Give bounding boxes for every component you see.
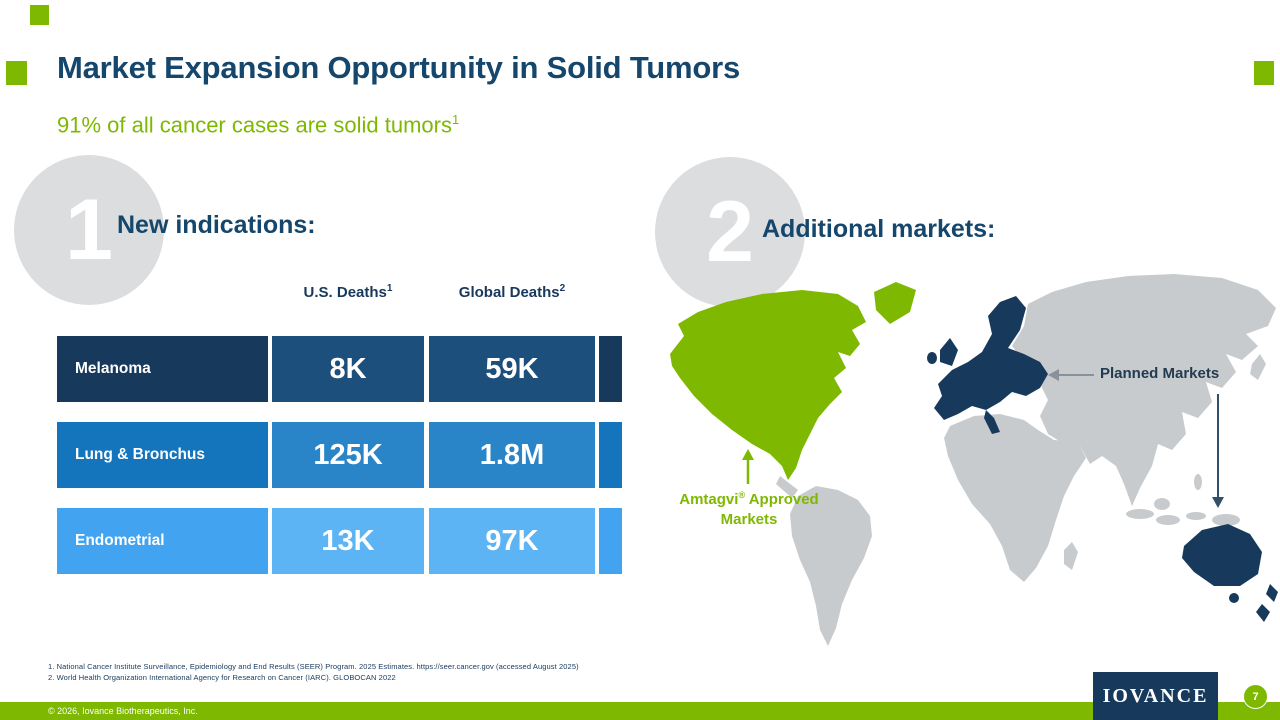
footer-bar bbox=[0, 702, 1280, 720]
planned-markets-arrow-down bbox=[1212, 394, 1224, 508]
column-header-global-deaths-sup: 2 bbox=[559, 283, 566, 294]
column-header-global-deaths: Global Deaths2 bbox=[429, 283, 595, 301]
indonesia-island-3 bbox=[1186, 512, 1206, 520]
table-row-endometrial: Endometrial 13K 97K bbox=[57, 508, 622, 574]
footnote-2: 2. World Health Organization Internation… bbox=[48, 673, 396, 682]
south-america-shape bbox=[790, 486, 872, 646]
page-number-badge: 7 bbox=[1243, 684, 1268, 709]
page-title: Market Expansion Opportunity in Solid Tu… bbox=[57, 50, 741, 85]
subtitle-text: 91% of all cancer cases are solid tumors bbox=[57, 112, 452, 138]
column-header-global-deaths-text: Global Deaths bbox=[458, 284, 560, 301]
section-1-number-badge: 1 bbox=[14, 155, 164, 305]
asia-shape bbox=[1012, 274, 1276, 506]
title-accent-square-left bbox=[6, 61, 27, 85]
section-2-number: 2 bbox=[706, 184, 754, 280]
page-number: 7 bbox=[1252, 690, 1259, 703]
title-accent-square-right bbox=[1254, 61, 1274, 85]
section-2-heading: Additional markets: bbox=[762, 215, 996, 243]
slide-subtitle: 91% of all cancer cases are solid tumors… bbox=[57, 112, 459, 138]
italy-shape bbox=[984, 410, 1000, 434]
row-endcap bbox=[599, 422, 622, 488]
row-label: Melanoma bbox=[57, 336, 268, 402]
approved-rest: Approved Markets bbox=[720, 491, 819, 528]
central-america-shape bbox=[776, 476, 798, 498]
australia-shape bbox=[1182, 524, 1262, 586]
europe-shape bbox=[934, 296, 1048, 420]
africa-shape bbox=[944, 414, 1086, 582]
approved-brand: Amtagvi bbox=[679, 491, 739, 508]
global-deaths-value: 59K bbox=[429, 336, 595, 402]
copyright-text: © 2026, Iovance Biotherapeutics, Inc. bbox=[48, 706, 198, 716]
uk-shape bbox=[940, 338, 958, 366]
borneo-shape bbox=[1154, 498, 1170, 510]
row-endcap bbox=[599, 336, 622, 402]
madagascar-shape bbox=[1064, 542, 1078, 570]
new-zealand-south-shape bbox=[1256, 604, 1270, 622]
subtitle-superscript: 1 bbox=[451, 112, 460, 127]
section-2-number-badge: 2 bbox=[655, 157, 805, 307]
corner-accent-square bbox=[30, 5, 49, 25]
planned-markets-label: Planned Markets bbox=[1100, 365, 1220, 382]
indonesia-island-1 bbox=[1126, 509, 1154, 519]
column-header-us-deaths-sup: 1 bbox=[386, 283, 393, 294]
company-logo-box: IOVANCE bbox=[1093, 672, 1218, 720]
footnote-1: 1. National Cancer Institute Surveillanc… bbox=[48, 662, 579, 671]
north-america-shape bbox=[670, 290, 866, 480]
greenland-shape bbox=[874, 282, 916, 324]
table-row-melanoma: Melanoma 8K 59K bbox=[57, 336, 622, 402]
new-guinea-shape bbox=[1212, 514, 1240, 526]
section-1-heading: New indications: bbox=[117, 211, 316, 239]
tasmania-shape bbox=[1229, 593, 1239, 603]
us-deaths-value: 13K bbox=[272, 508, 424, 574]
world-map bbox=[670, 274, 1278, 646]
registered-mark: ® bbox=[738, 490, 746, 500]
us-deaths-value: 125K bbox=[272, 422, 424, 488]
table-row-lung-bronchus: Lung & Bronchus 125K 1.8M bbox=[57, 422, 622, 488]
iovance-logo: IOVANCE bbox=[1102, 684, 1209, 707]
row-label: Endometrial bbox=[57, 508, 268, 574]
approved-markets-arrow-up bbox=[742, 449, 754, 484]
column-header-us-deaths-text: U.S. Deaths bbox=[303, 284, 387, 301]
philippines-shape bbox=[1194, 474, 1202, 490]
approved-markets-label: Amtagvi® Approved Markets bbox=[663, 490, 835, 529]
us-deaths-value: 8K bbox=[272, 336, 424, 402]
new-zealand-north-shape bbox=[1266, 584, 1278, 602]
column-header-us-deaths: U.S. Deaths1 bbox=[272, 283, 424, 301]
section-1-number: 1 bbox=[65, 182, 113, 278]
indonesia-island-2 bbox=[1156, 515, 1180, 525]
japan-shape bbox=[1250, 354, 1266, 380]
planned-markets-arrow-left bbox=[1048, 369, 1094, 381]
global-deaths-value: 1.8M bbox=[429, 422, 595, 488]
row-label: Lung & Bronchus bbox=[57, 422, 268, 488]
row-endcap bbox=[599, 508, 622, 574]
global-deaths-value: 97K bbox=[429, 508, 595, 574]
ireland-shape bbox=[927, 352, 937, 364]
